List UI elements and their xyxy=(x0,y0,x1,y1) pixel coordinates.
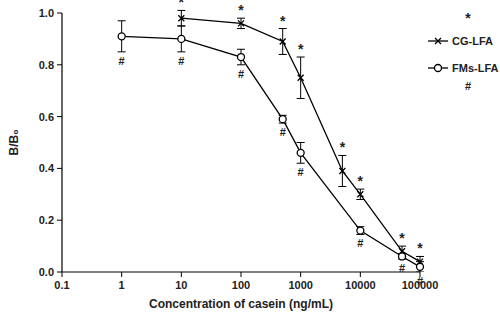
x-tick xyxy=(241,272,242,277)
error-bar xyxy=(177,10,185,26)
significance-mark: * xyxy=(358,173,364,189)
x-tick-label: 0.1 xyxy=(54,279,69,291)
error-bar xyxy=(237,49,245,65)
x-tick-label: 10000 xyxy=(345,279,376,291)
marker xyxy=(178,35,185,42)
error-bar xyxy=(118,21,126,52)
marker xyxy=(399,253,406,260)
y-tick-label: 0.6 xyxy=(39,111,54,123)
x-tick xyxy=(360,272,361,277)
x-tick xyxy=(62,272,63,277)
error-bar xyxy=(279,115,287,123)
marker xyxy=(238,20,244,26)
error-bar xyxy=(297,57,305,98)
marker xyxy=(178,15,184,21)
significance-mark: # xyxy=(417,275,423,287)
y-tick-label: 1.0 xyxy=(39,7,54,19)
series-line xyxy=(181,18,420,261)
marker xyxy=(298,75,304,81)
marker xyxy=(435,38,441,44)
marker xyxy=(280,38,286,44)
marker xyxy=(297,149,304,156)
x-tick xyxy=(121,272,122,277)
y-tick-label: 0.4 xyxy=(39,162,55,174)
y-tick xyxy=(57,272,62,273)
significance-mark: # xyxy=(357,237,363,249)
significance-mark: # xyxy=(399,262,405,274)
plot-area xyxy=(118,10,424,272)
legend-significance: # xyxy=(465,80,471,92)
marker xyxy=(118,33,125,40)
significance-mark: # xyxy=(178,55,184,67)
significance-mark: * xyxy=(399,230,405,246)
marker xyxy=(339,168,345,174)
error-bar xyxy=(356,189,364,199)
significance-mark: # xyxy=(298,166,304,178)
error-bar xyxy=(356,227,364,235)
y-axis xyxy=(61,13,62,272)
error-bar xyxy=(177,26,185,52)
marker xyxy=(417,263,424,270)
x-tick-label: 10 xyxy=(175,279,187,291)
y-axis-title: B/B₀ xyxy=(7,129,21,155)
error-bar xyxy=(297,143,305,164)
significance-mark: * xyxy=(298,41,304,57)
marker xyxy=(357,191,363,197)
error-bar xyxy=(279,29,287,55)
x-tick-label: 1 xyxy=(119,279,125,291)
chart: 0.00.20.40.60.81.00.11101001000100001000… xyxy=(0,0,500,318)
y-tick-label: 0.0 xyxy=(39,266,54,278)
x-tick xyxy=(300,272,301,277)
legend-significance: * xyxy=(465,10,471,26)
legend-label: CG-LFA xyxy=(452,35,493,47)
series-line xyxy=(122,36,420,267)
y-tick xyxy=(57,168,62,169)
legend-label: FMs-LFA xyxy=(452,62,498,74)
error-bar xyxy=(416,262,424,272)
significance-mark: * xyxy=(417,240,423,256)
error-bar xyxy=(398,254,406,259)
x-tick-label: 1000 xyxy=(288,279,312,291)
marker xyxy=(357,227,364,234)
significance-mark: # xyxy=(280,126,286,138)
significance-mark: * xyxy=(280,13,286,29)
significance-mark: # xyxy=(119,55,125,67)
marker xyxy=(435,65,442,72)
x-axis-title: Concentration of casein (ng/mL) xyxy=(149,297,333,311)
significance-mark: # xyxy=(238,68,244,80)
y-tick-label: 0.2 xyxy=(39,214,54,226)
error-bar xyxy=(237,18,245,28)
x-tick xyxy=(181,272,182,277)
y-tick xyxy=(57,64,62,65)
y-tick xyxy=(57,116,62,117)
significance-mark: * xyxy=(340,139,346,155)
significance-mark: * xyxy=(238,2,244,18)
y-tick-label: 0.8 xyxy=(39,59,54,71)
error-bar xyxy=(338,155,346,186)
y-tick xyxy=(57,220,62,221)
marker xyxy=(238,54,245,61)
annotations: * * * * * * * * # # # # # # # # xyxy=(119,0,424,287)
y-tick xyxy=(57,13,62,14)
significance-mark: * xyxy=(179,0,185,10)
x-tick-label: 100 xyxy=(232,279,250,291)
marker xyxy=(279,116,286,123)
